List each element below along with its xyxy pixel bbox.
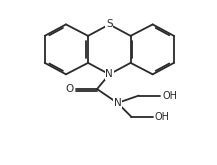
Text: O: O [65, 84, 73, 94]
Text: N: N [114, 98, 121, 108]
Text: OH: OH [162, 91, 177, 101]
Text: N: N [105, 69, 113, 79]
Text: OH: OH [155, 112, 170, 122]
Text: S: S [106, 19, 113, 29]
